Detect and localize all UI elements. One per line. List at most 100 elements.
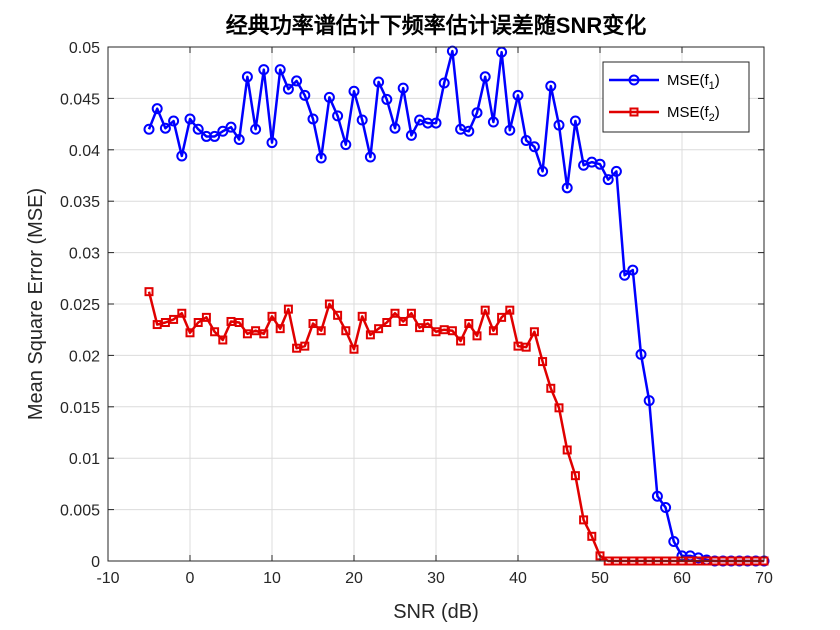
- legend-label-main: MSE(f: [667, 104, 710, 121]
- legend-label-mse-f2: MSE(f2): [667, 104, 720, 124]
- x-axis-label: SNR (dB): [393, 601, 479, 623]
- data-point: [480, 305, 490, 315]
- data-point: [405, 129, 417, 141]
- legend-label-subscript: 1: [709, 80, 715, 92]
- data-point: [192, 123, 204, 135]
- x-tick-label: 40: [509, 570, 527, 587]
- data-point: [299, 89, 311, 101]
- y-axis-label: Mean Square Error (MSE): [25, 188, 47, 420]
- x-tick-label: 0: [186, 570, 195, 587]
- data-point: [332, 110, 344, 122]
- legend-label-subscript: 2: [709, 112, 715, 124]
- data-point: [185, 328, 195, 338]
- data-point: [619, 269, 631, 281]
- data-point: [143, 123, 155, 135]
- data-point: [267, 311, 277, 321]
- data-point: [307, 113, 319, 125]
- data-point: [258, 64, 270, 76]
- data-point: [546, 383, 556, 393]
- data-point: [177, 308, 187, 318]
- data-point: [554, 403, 564, 413]
- data-point: [587, 531, 597, 541]
- data-point: [374, 324, 384, 334]
- data-point: [217, 125, 229, 137]
- data-point: [570, 471, 580, 481]
- data-point: [668, 535, 680, 547]
- data-point: [210, 327, 220, 337]
- data-point: [226, 316, 236, 326]
- y-tick-label: 0.035: [60, 194, 100, 211]
- data-point: [324, 299, 334, 309]
- data-point: [610, 165, 622, 177]
- data-point: [266, 137, 278, 149]
- data-point: [463, 125, 475, 137]
- data-point: [233, 134, 245, 146]
- data-point: [430, 117, 442, 129]
- data-point: [340, 139, 352, 151]
- data-point: [635, 348, 647, 360]
- chart-title-part-3: 变化: [602, 13, 646, 39]
- data-point: [627, 264, 639, 276]
- data-point: [537, 165, 549, 177]
- legend: MSE(f1) MSE(f2): [602, 61, 750, 133]
- data-point: [472, 331, 482, 341]
- data-point: [553, 119, 565, 131]
- series-2: [144, 287, 769, 566]
- data-point: [275, 324, 285, 334]
- data-point: [274, 64, 286, 76]
- data-point: [348, 85, 360, 97]
- data-point: [184, 113, 196, 125]
- data-point: [512, 89, 524, 101]
- data-point: [497, 312, 507, 322]
- y-tick-label: 0: [91, 554, 100, 571]
- y-tick-label: 0.04: [69, 143, 100, 160]
- y-tick-label: 0.005: [60, 503, 100, 520]
- x-tick-label: 20: [345, 570, 363, 587]
- data-point: [283, 304, 293, 314]
- series-line: [147, 49, 764, 563]
- data-point: [250, 123, 262, 135]
- data-point: [389, 122, 401, 134]
- legend-box: [602, 61, 750, 133]
- data-point: [545, 80, 557, 92]
- data-point: [316, 326, 326, 336]
- data-point: [651, 490, 663, 502]
- data-point: [282, 83, 294, 95]
- data-point: [488, 326, 498, 336]
- data-point: [579, 515, 589, 525]
- data-point: [349, 344, 359, 354]
- data-point: [423, 319, 433, 329]
- data-point: [152, 320, 162, 330]
- data-point: [594, 158, 606, 170]
- data-point: [373, 76, 385, 88]
- data-point: [415, 323, 425, 333]
- data-point: [406, 308, 416, 318]
- chart-title-part-2: SNR: [556, 13, 603, 38]
- data-point: [382, 318, 392, 328]
- data-point: [390, 308, 400, 318]
- data-point: [176, 150, 188, 162]
- x-tick-label: 60: [673, 570, 691, 587]
- data-point: [602, 174, 614, 186]
- data-point: [333, 310, 343, 320]
- data-point: [365, 330, 375, 340]
- x-tick-label: 70: [755, 570, 773, 587]
- data-point: [169, 314, 179, 324]
- y-tick-label: 0.045: [60, 91, 100, 108]
- data-point: [234, 318, 244, 328]
- data-point: [528, 141, 540, 153]
- data-point: [242, 329, 252, 339]
- y-tick-label: 0.05: [69, 40, 100, 57]
- data-point: [323, 91, 335, 103]
- data-point: [341, 326, 351, 336]
- data-point: [315, 152, 327, 164]
- x-tick-label: 10: [263, 570, 281, 587]
- data-point: [521, 342, 531, 352]
- x-tick-label: -10: [96, 570, 119, 587]
- data-point: [398, 316, 408, 326]
- data-point: [168, 115, 180, 127]
- data-point: [300, 341, 310, 351]
- data-point: [225, 121, 237, 133]
